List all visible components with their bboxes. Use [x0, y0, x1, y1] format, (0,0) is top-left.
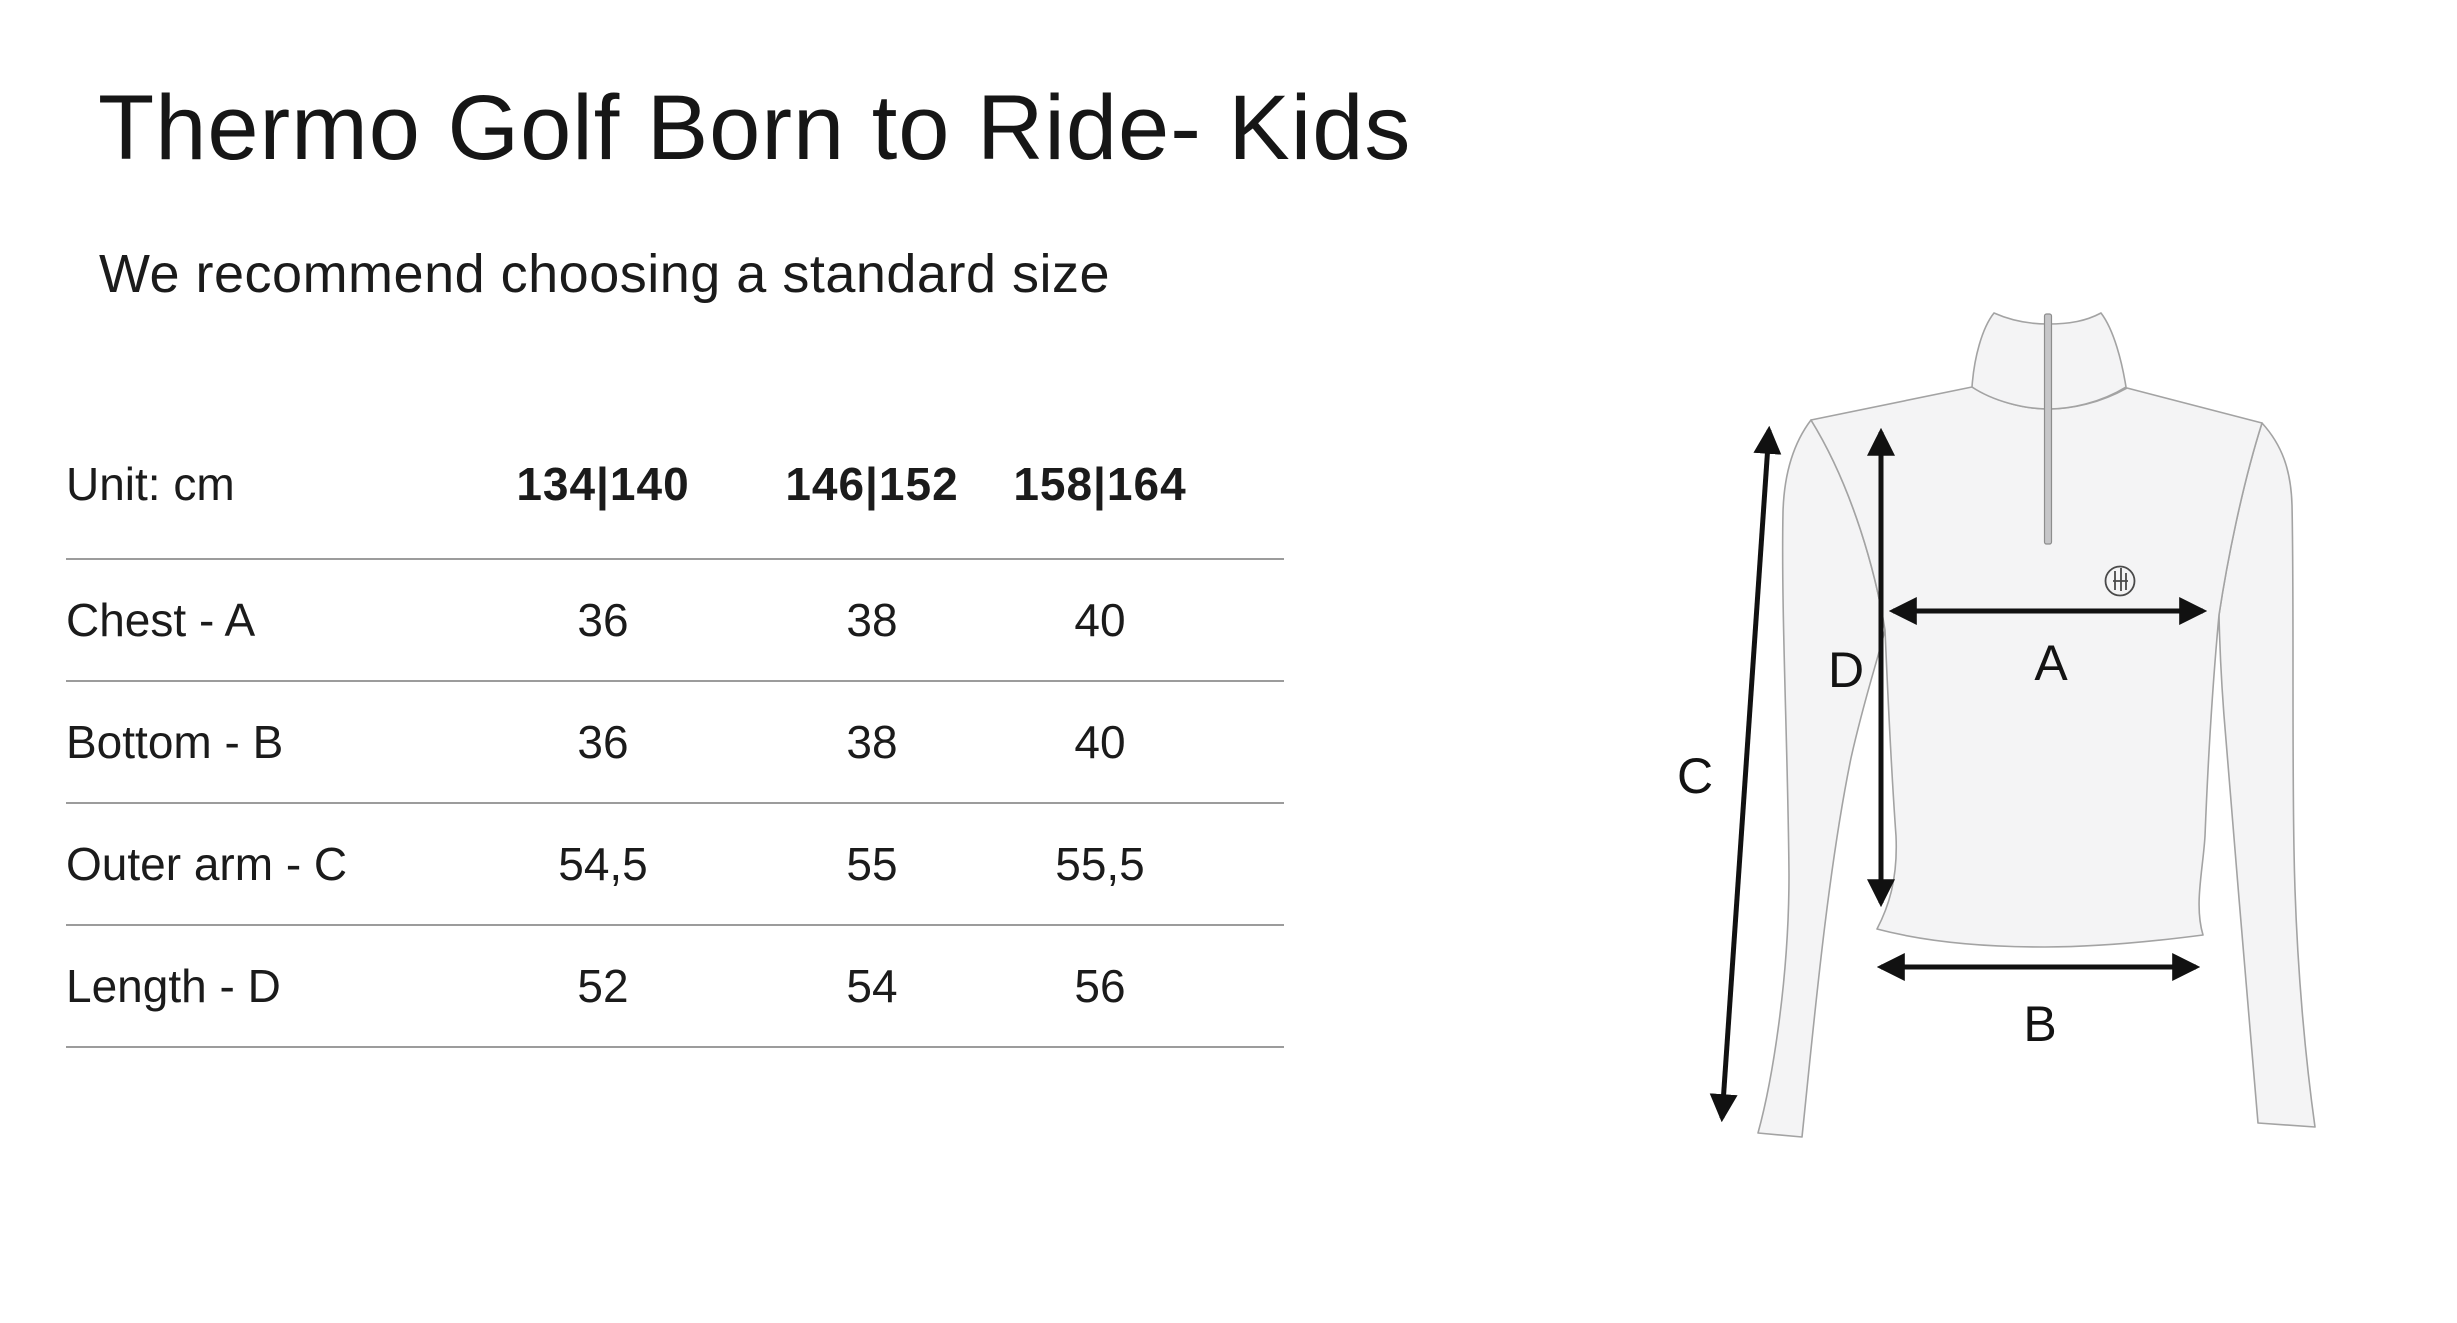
size-value: 55	[846, 838, 898, 890]
table-row-length: Length - D 52 54 56	[66, 926, 1284, 1048]
size-value: 36	[577, 594, 629, 646]
zipper-icon	[2043, 313, 2053, 545]
size-value: 40	[1074, 594, 1126, 646]
size-value: 36	[577, 716, 629, 768]
chest-measure-label: A	[2034, 635, 2068, 691]
size-value: 38	[846, 716, 898, 768]
table-row-outer-arm: Outer arm - C 54,5 55 55,5	[66, 804, 1284, 926]
size-column-header: 134|140	[516, 458, 690, 510]
bottom-measure-label: B	[2023, 996, 2056, 1052]
size-table: Unit: cm 134|140 146|152 158|164 Chest -…	[66, 458, 1284, 1048]
size-value: 56	[1074, 960, 1126, 1012]
size-value: 54,5	[558, 838, 648, 890]
table-row-chest: Chest - A 36 38 40	[66, 560, 1284, 682]
size-column-header: 146|152	[785, 458, 959, 510]
unit-label: Unit: cm	[66, 458, 235, 510]
garment-measurement-diagram: A B C D	[1620, 280, 2457, 1200]
row-label: Bottom - B	[66, 716, 284, 768]
outer-arm-arrow	[1709, 425, 1782, 1123]
brand-logo-icon	[2104, 565, 2136, 597]
size-value: 54	[846, 960, 898, 1012]
size-value: 40	[1074, 716, 1126, 768]
page-title: Thermo Golf Born to Ride- Kids	[98, 77, 1412, 179]
table-row-bottom: Bottom - B 36 38 40	[66, 682, 1284, 804]
size-column-header: 158|164	[1013, 458, 1187, 510]
size-table-header-row: Unit: cm 134|140 146|152 158|164	[66, 458, 1284, 560]
size-value: 52	[577, 960, 629, 1012]
outer-arm-measure-label: C	[1677, 748, 1713, 804]
length-measure-label: D	[1828, 642, 1864, 698]
row-label: Chest - A	[66, 594, 256, 646]
row-label: Outer arm - C	[66, 838, 348, 890]
quarter-zip-garment-icon: A B C D	[1677, 312, 2316, 1138]
size-value: 38	[846, 594, 898, 646]
row-label: Length - D	[66, 960, 281, 1012]
size-recommendation-text: We recommend choosing a standard size	[99, 244, 1111, 304]
size-value: 55,5	[1055, 838, 1145, 890]
